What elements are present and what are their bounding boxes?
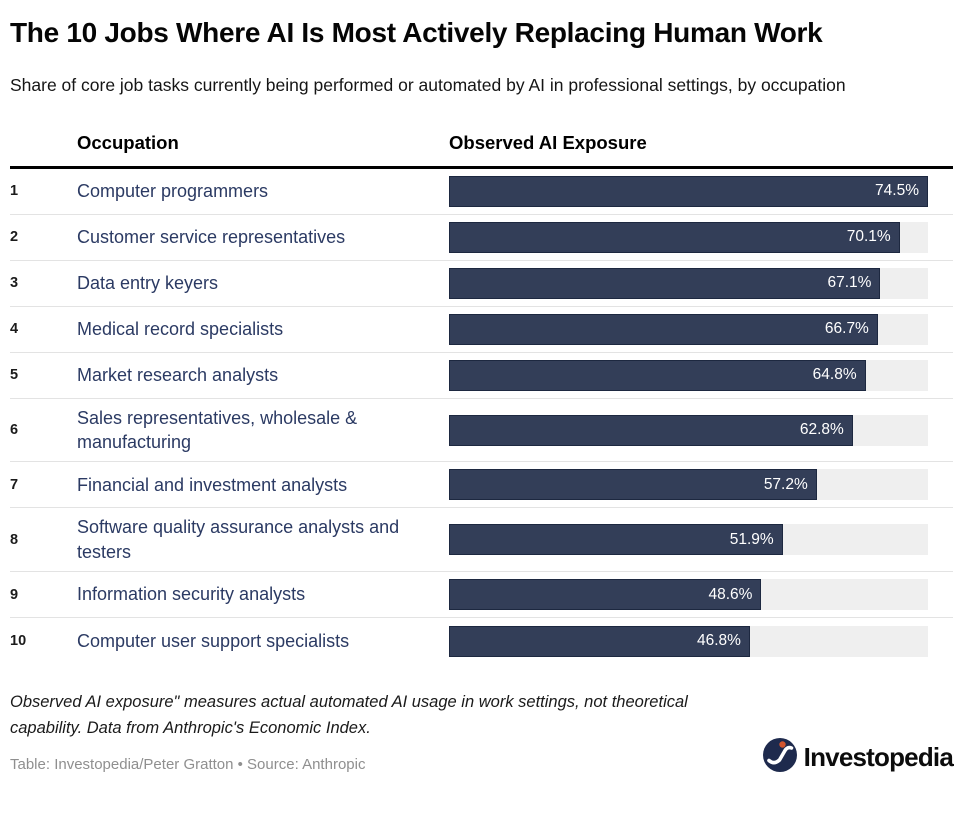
occupation-label: Financial and investment analysts (77, 474, 348, 495)
footnote: Observed AI exposure" measures actual au… (10, 693, 688, 737)
logo-wordmark: Investopedia (803, 742, 954, 773)
bar-track: 46.8% (449, 625, 928, 657)
investopedia-logo: Investopedia (762, 737, 954, 778)
table-header-row: Occupation Observed AI Exposure (10, 132, 953, 169)
bar-fill: 57.2% (449, 469, 817, 501)
bar-value-label: 74.5% (875, 182, 919, 200)
rank-label: 3 (10, 275, 19, 292)
bar-fill: 67.1% (449, 267, 881, 299)
footer-row: Table: Investopedia/Peter Gratton • Sour… (10, 738, 954, 778)
table-row: 9 Information security analysts 48.6% (10, 572, 953, 619)
bar-fill: 62.8% (449, 414, 853, 446)
table-body: 1 Computer programmers 74.5% 2 Customer serv… (10, 169, 953, 664)
bar-fill: 46.8% (449, 625, 750, 657)
bar-fill: 70.1% (449, 221, 900, 253)
rank-label: 6 (10, 422, 19, 439)
occupation-label: Sales representatives, wholesale & manuf… (77, 407, 358, 453)
bar-track: 74.5% (449, 175, 928, 207)
bar-value-label: 46.8% (696, 632, 741, 650)
table-row: 5 Market research analysts 64.8% (10, 353, 953, 399)
occupation-label: Customer service representatives (77, 227, 346, 248)
page-title: The 10 Jobs Where AI Is Most Actively Re… (10, 17, 823, 48)
bar-fill: 64.8% (449, 359, 866, 391)
bar-track: 70.1% (449, 221, 928, 253)
bar-value-label: 57.2% (763, 475, 808, 493)
bar-track: 66.7% (449, 313, 928, 345)
occupation-label: Information security analysts (77, 584, 306, 605)
rank-label: 5 (10, 367, 19, 384)
occupation-label: Software quality assurance analysts and … (77, 517, 400, 562)
bar-fill: 66.7% (449, 313, 878, 345)
bar-value-label: 51.9% (729, 530, 774, 548)
bar-track: 57.2% (449, 469, 928, 501)
bar-fill: 48.6% (449, 579, 762, 611)
ranking-table: Occupation Observed AI Exposure 1 Compute… (10, 132, 953, 664)
bar-value-label: 67.1% (827, 274, 872, 292)
occupation-column-header: Occupation (77, 131, 179, 153)
table-row: 6 Sales representatives, wholesale & manu… (10, 399, 953, 463)
table-row: 1 Computer programmers 74.5% (10, 169, 953, 215)
occupation-label: Computer programmers (77, 181, 269, 202)
bar-track: 48.6% (449, 579, 928, 611)
rank-label: 7 (10, 476, 19, 493)
bar-track: 51.9% (449, 524, 928, 556)
bar-value-label: 70.1% (846, 228, 891, 246)
occupation-label: Medical record specialists (77, 319, 284, 340)
table-row: 2 Customer service representatives 70.1% (10, 215, 953, 261)
bar-value-label: 66.7% (824, 320, 869, 338)
rank-label: 9 (10, 586, 19, 603)
table-row: 10 Computer user support specialists 46.8% (10, 618, 953, 664)
bar-value-label: 64.8% (812, 366, 857, 384)
table-row: 7 Financial and investment analysts 57.2% (10, 462, 953, 509)
bar-value-label: 48.6% (708, 585, 753, 603)
rank-label: 1 (10, 183, 19, 200)
bar-track: 67.1% (449, 267, 928, 299)
page-subtitle: Share of core job tasks currently being … (10, 74, 846, 95)
occupation-label: Market research analysts (77, 365, 279, 386)
investopedia-logo-icon (762, 737, 798, 778)
table-row: 3 Data entry keyers 67.1% (10, 261, 953, 307)
occupation-label: Computer user support specialists (77, 630, 350, 651)
bar-value-label: 62.8% (799, 421, 844, 439)
rank-label: 4 (10, 321, 19, 338)
table-row: 8 Software quality assurance analysts and… (10, 508, 953, 573)
rank-label: 10 (10, 633, 27, 650)
table-row: 4 Medical record specialists 66.7% (10, 307, 953, 353)
bar-fill: 74.5% (449, 175, 928, 207)
credit-line: Table: Investopedia/Peter Gratton • Sour… (10, 756, 366, 774)
occupation-label: Data entry keyers (77, 273, 219, 294)
bar-fill: 51.9% (449, 524, 783, 556)
rank-label: 2 (10, 229, 19, 246)
bar-track: 62.8% (449, 414, 928, 446)
bar-track: 64.8% (449, 359, 928, 391)
exposure-column-header: Observed AI Exposure (449, 131, 647, 153)
rank-label: 8 (10, 531, 19, 548)
